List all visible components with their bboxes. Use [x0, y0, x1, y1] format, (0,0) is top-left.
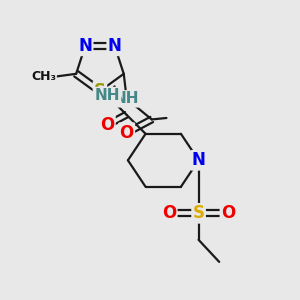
Text: N: N — [108, 37, 122, 55]
Text: O: O — [120, 124, 134, 142]
Text: CH₃: CH₃ — [31, 70, 56, 83]
Text: N: N — [192, 151, 206, 169]
Text: S: S — [94, 82, 106, 100]
Text: N: N — [78, 37, 92, 55]
Text: O: O — [100, 116, 114, 134]
Text: S: S — [193, 204, 205, 222]
Text: O: O — [221, 204, 235, 222]
Text: O: O — [162, 204, 176, 222]
Text: NH: NH — [114, 91, 140, 106]
Text: NH: NH — [94, 88, 120, 103]
